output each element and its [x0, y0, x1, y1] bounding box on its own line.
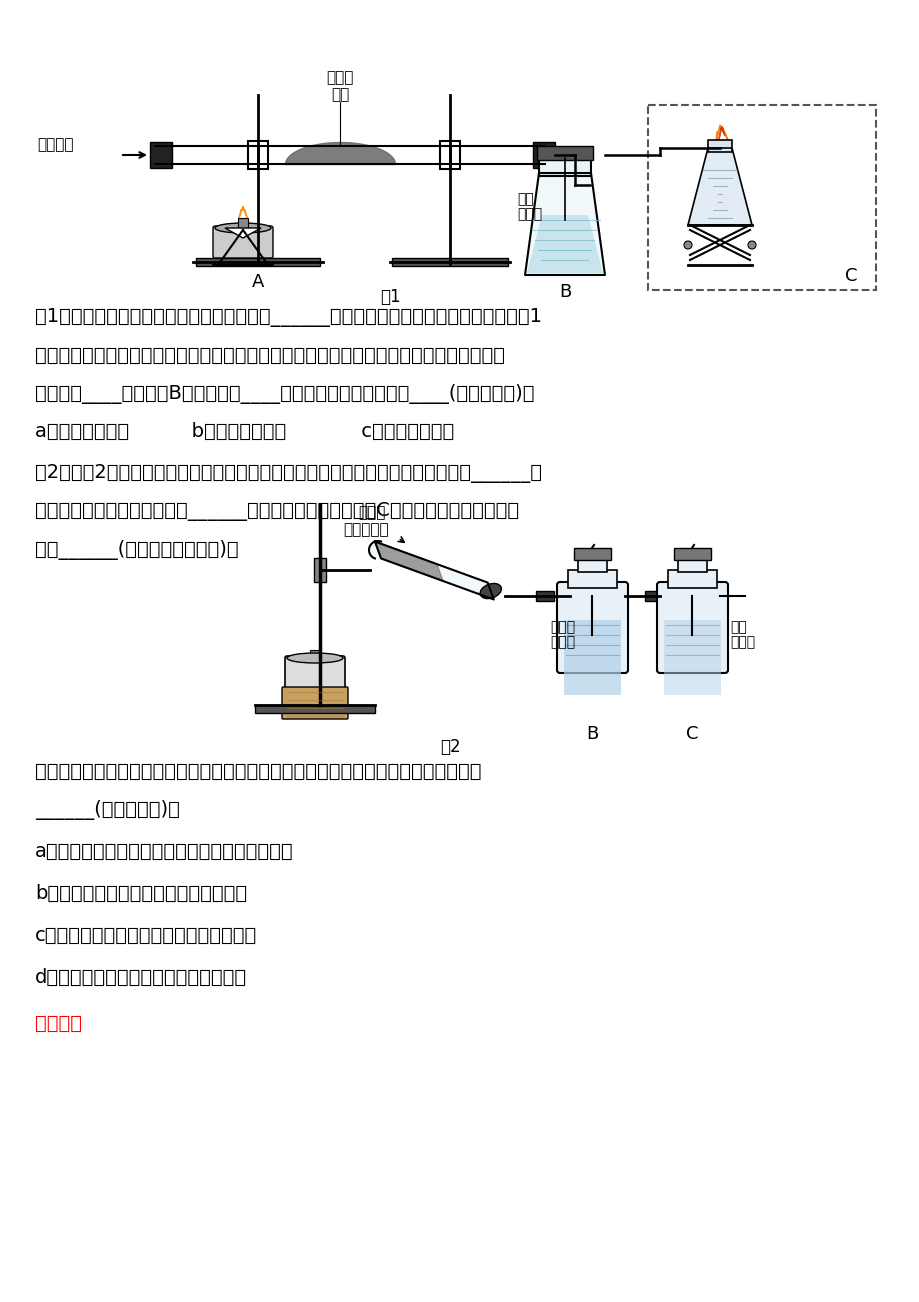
Ellipse shape	[287, 654, 343, 663]
Text: 一氧化碳: 一氧化碳	[37, 137, 74, 152]
Text: b．一氧化碳和二氧化碳的分子结构不同: b．一氧化碳和二氧化碳的分子结构不同	[35, 884, 247, 904]
Polygon shape	[525, 173, 605, 275]
Bar	[255, 704, 375, 713]
Polygon shape	[527, 215, 602, 273]
Bar	[667, 570, 716, 589]
Bar	[644, 591, 663, 602]
Text: B: B	[558, 283, 571, 301]
Bar	[313, 559, 325, 582]
Text: 逐渐变成____色，装置B中的现象是____，虚线框内装置的作用是____(填字母序号)。: 逐渐变成____色，装置B中的现象是____，虚线框内装置的作用是____(填字…	[35, 384, 534, 404]
FancyBboxPatch shape	[213, 227, 273, 258]
Text: 氧化铁粉末: 氧化铁粉末	[343, 522, 388, 536]
Text: 试管口部略向下倾斜的原因是______。反应一段时间后，装置C中澄清石灰水无现象的原: 试管口部略向下倾斜的原因是______。反应一段时间后，装置C中澄清石灰水无现象…	[35, 503, 518, 521]
Polygon shape	[375, 542, 494, 599]
Text: 石灰水: 石灰水	[516, 207, 541, 221]
Text: a．一氧化碳不能与水反应，二氧化碳能与水反应: a．一氧化碳不能与水反应，二氧化碳能与水反应	[35, 842, 293, 861]
Bar	[674, 548, 710, 560]
Text: 石灰水: 石灰水	[729, 635, 754, 648]
Bar	[647, 105, 875, 290]
Bar	[238, 217, 248, 230]
Bar	[439, 141, 460, 169]
Text: c．一氧化碳和二氧化碳都可以作气体肥料: c．一氧化碳和二氧化碳都可以作气体肥料	[35, 926, 257, 945]
FancyBboxPatch shape	[285, 656, 345, 690]
Text: 是用一氧化碳还原氧化铁粉末的实验装置，反应一段时间后，观察到玻璃管中的氧化铁粉末: 是用一氧化碳还原氧化铁粉末的实验装置，反应一段时间后，观察到玻璃管中的氧化铁粉末	[35, 346, 505, 365]
Text: B: B	[585, 725, 597, 743]
Bar	[532, 142, 554, 168]
Bar	[677, 559, 706, 572]
Polygon shape	[375, 542, 443, 581]
Text: d．一氧化碳和二氧化碳都可以作还原剂: d．一氧化碳和二氧化碳都可以作还原剂	[35, 967, 247, 987]
Polygon shape	[369, 542, 380, 559]
Text: 澄清: 澄清	[516, 191, 533, 206]
Bar	[391, 258, 507, 266]
Bar	[664, 620, 720, 695]
Bar	[537, 146, 593, 160]
Text: （1）铁元素在自然界中分布很广，氧化铁是______（填写铁矿石名称）的主要成分。如图1: （1）铁元素在自然界中分布很广，氧化铁是______（填写铁矿石名称）的主要成分…	[35, 309, 541, 327]
Polygon shape	[239, 206, 246, 217]
Ellipse shape	[215, 223, 271, 233]
Polygon shape	[225, 228, 261, 238]
Text: （2）如图2是用适量木炭粉还原氧化铁粉末的实验装置，写出反应的化学方程式：______，: （2）如图2是用适量木炭粉还原氧化铁粉末的实验装置，写出反应的化学方程式：___…	[35, 464, 541, 483]
Text: 木炭粉: 木炭粉	[357, 505, 385, 519]
Text: C: C	[844, 267, 857, 285]
Text: 钠溶液: 钠溶液	[550, 635, 574, 648]
Text: 图2: 图2	[439, 738, 460, 756]
Circle shape	[747, 241, 755, 249]
Bar	[577, 559, 607, 572]
Text: 因是______(用化学方程式表示)。: 因是______(用化学方程式表示)。	[35, 540, 238, 560]
Text: C: C	[685, 725, 698, 743]
Text: 澄清: 澄清	[729, 620, 746, 634]
Bar	[536, 591, 553, 602]
Circle shape	[683, 241, 691, 249]
Polygon shape	[687, 148, 751, 225]
Bar	[567, 570, 617, 589]
Bar	[248, 141, 267, 169]
FancyBboxPatch shape	[282, 687, 347, 719]
Text: 氧化铁: 氧化铁	[326, 70, 353, 85]
Ellipse shape	[480, 583, 501, 599]
Bar	[563, 620, 620, 695]
Bar	[539, 158, 590, 176]
Bar	[150, 142, 172, 168]
Text: 粉末: 粉末	[331, 87, 348, 102]
FancyBboxPatch shape	[656, 582, 727, 673]
Text: a．吸收二氧化碳          b．消耗一氧化碳            c．检验一氧化碳: a．吸收二氧化碳 b．消耗一氧化碳 c．检验一氧化碳	[35, 422, 454, 441]
Text: 图1: 图1	[380, 288, 400, 306]
FancyBboxPatch shape	[556, 582, 628, 673]
Text: 同学们发现一氧化碳和二氧化碳的组成元素相同，但性质有所不同。以下说法正确的是: 同学们发现一氧化碳和二氧化碳的组成元素相同，但性质有所不同。以下说法正确的是	[35, 762, 481, 781]
Bar	[310, 650, 320, 660]
Text: 【答案】: 【答案】	[35, 1014, 82, 1032]
Text: A: A	[252, 273, 264, 292]
Text: 氢氧化: 氢氧化	[550, 620, 574, 634]
Polygon shape	[717, 126, 724, 145]
Bar	[196, 258, 320, 266]
Polygon shape	[714, 125, 727, 148]
Bar	[573, 548, 610, 560]
Text: ______(填字母序号)。: ______(填字母序号)。	[35, 799, 180, 820]
Bar	[708, 141, 732, 152]
